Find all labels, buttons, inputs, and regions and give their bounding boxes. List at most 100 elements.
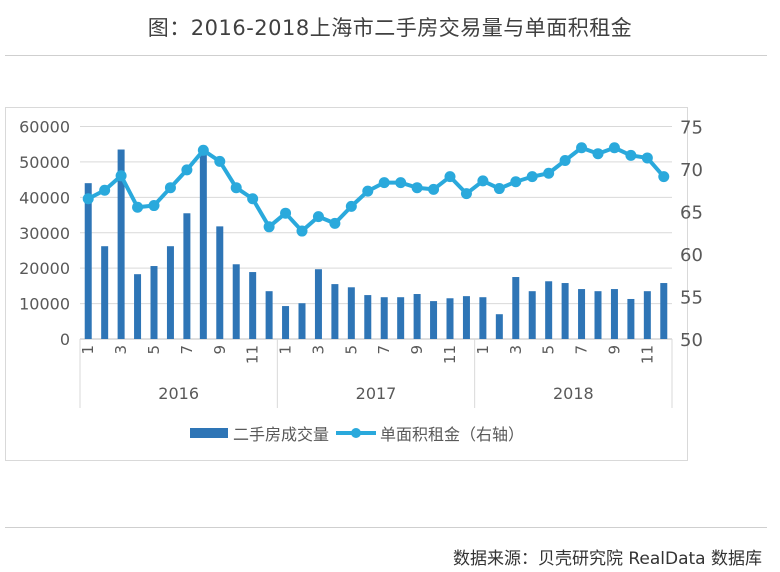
rent-point <box>329 217 341 229</box>
rent-point <box>378 177 390 189</box>
left-axis-tick-label: 10000 <box>19 295 70 314</box>
rent-point <box>477 175 489 187</box>
top-divider <box>5 55 767 56</box>
left-axis-tick-label: 60000 <box>19 118 70 137</box>
month-tick-label: 3 <box>112 345 130 355</box>
month-tick-label: 3 <box>507 345 525 355</box>
rent-point <box>526 171 538 183</box>
rent-point <box>181 164 193 176</box>
bar <box>545 281 553 339</box>
month-tick-label: 11 <box>441 345 459 364</box>
left-axis-tick-label: 40000 <box>19 188 70 207</box>
data-source: 数据来源：贝壳研究院 RealData 数据库 <box>452 549 762 569</box>
year-label: 2016 <box>158 384 199 403</box>
rent-point <box>197 144 209 156</box>
bar <box>627 298 635 339</box>
month-tick-label: 9 <box>605 345 623 355</box>
month-tick-label: 5 <box>145 345 163 355</box>
legend-swatch-bar <box>190 428 228 438</box>
bar <box>610 289 618 339</box>
bar <box>199 150 207 339</box>
rent-point <box>115 170 127 182</box>
bar <box>117 149 125 339</box>
year-label: 2017 <box>356 384 397 403</box>
bar <box>594 291 602 339</box>
year-label: 2018 <box>553 384 594 403</box>
rent-point <box>230 182 242 194</box>
right-axis-tick-label: 50 <box>680 330 703 351</box>
month-tick-label: 9 <box>408 345 426 355</box>
bar <box>380 297 388 339</box>
bar <box>643 291 651 339</box>
chart-title: 图：2016-2018上海市二手房交易量与单面积租金 <box>147 16 633 40</box>
bar <box>282 306 290 339</box>
bar <box>249 272 257 339</box>
rent-point <box>280 207 292 219</box>
rent-point <box>592 148 604 160</box>
month-tick-label: 1 <box>474 345 492 355</box>
rent-point <box>82 193 94 205</box>
bar <box>216 226 224 339</box>
bar <box>101 246 109 339</box>
rent-point <box>641 152 653 164</box>
rent-point <box>148 200 160 212</box>
bar <box>578 289 586 339</box>
rent-point <box>362 185 374 197</box>
bar <box>331 284 339 339</box>
month-tick-label: 11 <box>638 345 656 364</box>
month-tick-label: 9 <box>211 345 229 355</box>
bar <box>84 183 92 339</box>
rent-point <box>164 182 176 194</box>
left-axis-tick-label: 20000 <box>19 259 70 278</box>
rent-point <box>658 171 670 183</box>
rent-point <box>312 211 324 223</box>
rent-point <box>510 176 522 188</box>
right-axis-tick-label: 75 <box>680 118 703 139</box>
rent-point <box>395 177 407 189</box>
rent-point <box>411 182 423 194</box>
month-tick-label: 1 <box>277 345 295 355</box>
legend-swatch-point <box>351 428 361 438</box>
bar <box>528 291 536 339</box>
month-tick-label: 7 <box>573 345 591 355</box>
bottom-divider <box>5 527 767 528</box>
right-axis-tick-label: 55 <box>680 288 703 309</box>
left-axis-tick-label: 30000 <box>19 224 70 243</box>
rent-point <box>263 221 275 233</box>
bar <box>298 303 306 339</box>
bar <box>265 291 273 339</box>
bar <box>166 246 174 339</box>
rent-point <box>132 201 144 213</box>
rent-point <box>296 225 308 237</box>
bar <box>314 269 322 339</box>
bar <box>364 295 372 339</box>
month-tick-label: 3 <box>309 345 327 355</box>
right-axis-tick-label: 65 <box>680 203 703 224</box>
month-tick-label: 5 <box>342 345 360 355</box>
rent-point <box>460 188 472 200</box>
rent-point <box>247 193 259 205</box>
month-tick-label: 11 <box>244 345 262 364</box>
bar <box>660 283 668 339</box>
left-axis-tick-label: 0 <box>60 330 70 349</box>
bar <box>446 298 454 339</box>
rent-point <box>99 184 111 196</box>
bar <box>183 213 191 339</box>
left-axis-tick-label: 50000 <box>19 153 70 172</box>
chart-frame <box>5 107 688 461</box>
bar <box>561 283 569 339</box>
bar <box>150 266 158 339</box>
rent-point <box>559 155 571 166</box>
legend-label-bar: 二手房成交量 <box>233 425 329 444</box>
right-axis-tick-label: 70 <box>680 160 703 181</box>
month-tick-label: 7 <box>375 345 393 355</box>
rent-point <box>625 149 637 161</box>
right-axis-tick-label: 60 <box>680 245 703 266</box>
rent-point <box>345 200 357 212</box>
bar <box>134 274 142 339</box>
bar <box>413 294 421 339</box>
bar <box>479 297 487 339</box>
rent-point <box>214 155 226 167</box>
month-tick-label: 1 <box>79 345 97 355</box>
